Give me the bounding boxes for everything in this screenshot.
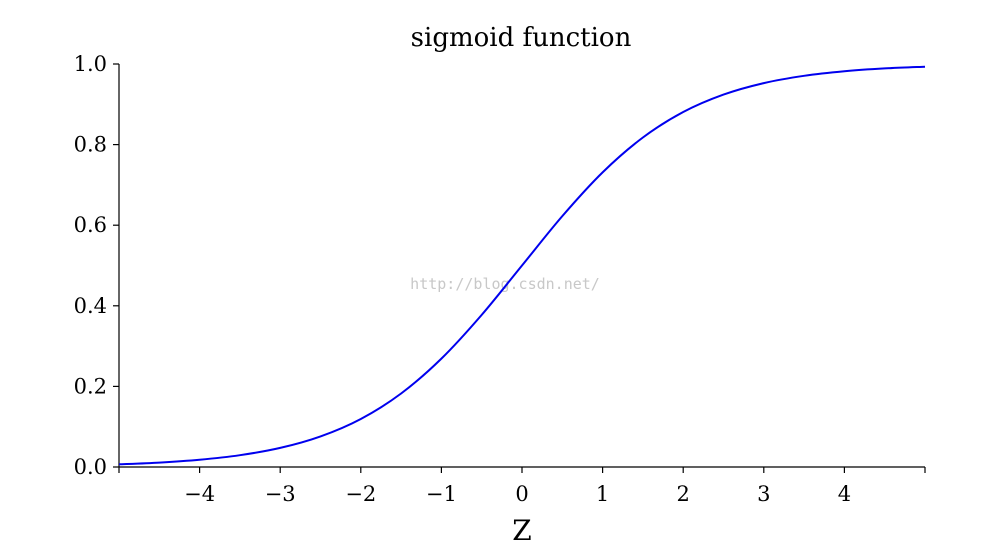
x-tick-label: −1 — [426, 482, 457, 506]
x-tick-label: −3 — [265, 482, 296, 506]
x-tick-label: 0 — [515, 482, 528, 506]
y-tick-label: 0.4 — [74, 294, 107, 318]
y-tick-label: 0.0 — [74, 455, 107, 479]
y-tick-label: 0.6 — [74, 213, 107, 237]
y-tick-label: 0.8 — [74, 133, 107, 157]
watermark-text: http://blog.csdn.net/ — [410, 275, 600, 293]
chart-title: sigmoid function — [411, 23, 632, 53]
x-ticks: −4 −3 −2 −1 0 1 2 3 4 — [118, 467, 926, 506]
x-tick-label: −4 — [184, 482, 215, 506]
y-tick-label: 0.2 — [74, 374, 107, 398]
series-layer — [118, 65, 926, 466]
sigmoid-curve-line — [118, 65, 926, 466]
x-tick-label: −2 — [345, 482, 376, 506]
x-tick-label: 4 — [838, 482, 851, 506]
x-tick-label: 2 — [677, 482, 690, 506]
x-tick-label: 3 — [757, 482, 770, 506]
x-axis-title: Z — [512, 514, 531, 547]
y-ticks: 0.0 0.2 0.4 0.6 0.8 1.0 — [74, 52, 119, 479]
x-tick-label: 1 — [596, 482, 609, 506]
y-tick-label: 1.0 — [74, 52, 107, 76]
